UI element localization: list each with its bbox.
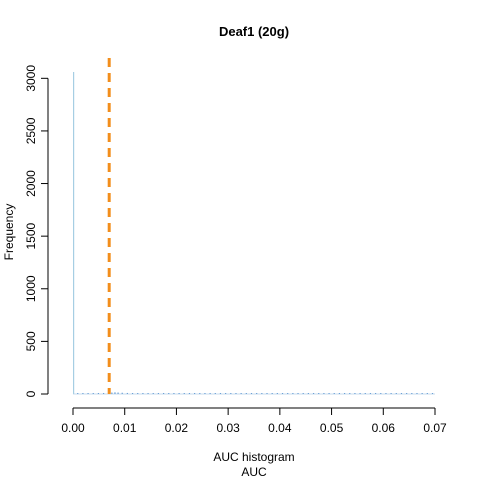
y-tick-label: 1500 <box>24 222 38 249</box>
histogram-bar <box>98 393 99 394</box>
histogram-bar <box>178 393 179 394</box>
histogram-bar <box>132 393 133 394</box>
histogram-bar <box>303 393 304 394</box>
x-tick-label: 0.02 <box>165 421 189 435</box>
histogram-bar <box>241 393 242 394</box>
histogram-bar <box>122 393 123 394</box>
x-axis: 0.00 0.01 0.02 0.03 0.04 0.05 0.06 0.07 <box>61 408 447 435</box>
histogram-bar <box>225 393 226 394</box>
histogram-bar <box>339 393 340 394</box>
histogram-bar <box>334 393 335 394</box>
histogram-bar <box>422 393 423 394</box>
histogram-bar <box>93 393 94 394</box>
histogram-bar <box>308 393 309 394</box>
histogram-bar <box>401 393 402 394</box>
histogram-bar <box>272 393 273 394</box>
x-tick-label: 0.03 <box>216 421 240 435</box>
histogram-bar <box>328 393 329 394</box>
histogram-bar <box>432 393 433 394</box>
histogram-bar <box>349 393 350 394</box>
histogram-bar <box>406 393 407 394</box>
x-tick-label: 0.06 <box>372 421 396 435</box>
histogram-bar <box>266 393 267 394</box>
histogram-bar <box>411 393 412 394</box>
histogram-bar <box>287 393 288 394</box>
histogram-bar <box>117 393 118 394</box>
histogram-bar <box>210 393 211 394</box>
histogram-bar <box>230 393 231 394</box>
histogram-bar <box>194 393 195 394</box>
x-tick-label: 0.00 <box>61 421 85 435</box>
histogram-bar <box>73 72 74 394</box>
histogram-bar <box>427 393 428 394</box>
histogram-bar <box>235 393 236 394</box>
histogram-bar <box>204 393 205 394</box>
histogram-bar <box>77 393 78 394</box>
histogram-bar <box>220 393 221 394</box>
histogram-bar <box>282 393 283 394</box>
histogram-bar <box>370 393 371 394</box>
histogram-bar <box>246 393 247 394</box>
histogram-bar <box>215 393 216 394</box>
y-tick-label: 500 <box>24 331 38 351</box>
histogram-bar <box>318 393 319 394</box>
histogram-bar <box>391 393 392 394</box>
histogram-bar <box>147 393 148 394</box>
histogram-bar <box>375 393 376 394</box>
y-tick-label: 1000 <box>24 275 38 302</box>
histogram-bar <box>277 393 278 394</box>
histogram-bar <box>137 393 138 394</box>
histogram-bar <box>365 393 366 394</box>
histogram-bar <box>323 393 324 394</box>
histogram-bar <box>396 393 397 394</box>
histogram-bar <box>184 393 185 394</box>
histogram-bar <box>173 393 174 394</box>
y-tick-label: 3000 <box>24 65 38 92</box>
x-tick-label: 0.07 <box>423 421 447 435</box>
x-tick-label: 0.01 <box>113 421 137 435</box>
histogram-bar <box>153 393 154 394</box>
y-axis: 0 500 1000 1500 2000 2500 3000 <box>24 65 48 398</box>
histogram-bar <box>380 393 381 394</box>
histogram-bar <box>127 393 128 394</box>
histogram-bar <box>168 393 169 394</box>
histogram-bar <box>103 393 104 394</box>
histogram-bar <box>199 393 200 394</box>
histogram-bar <box>354 393 355 394</box>
y-tick-label: 2000 <box>24 170 38 197</box>
histogram-bar <box>292 393 293 394</box>
histogram-bar <box>189 393 190 394</box>
histogram-bar <box>385 393 386 394</box>
histogram-bar <box>111 393 112 394</box>
histogram-bar <box>158 393 159 394</box>
histogram-bar <box>87 393 88 394</box>
histogram-bar <box>261 393 262 394</box>
histogram-bar <box>256 393 257 394</box>
x-axis-label: AUC histogram <box>213 450 294 464</box>
histogram-bar <box>114 392 115 394</box>
y-tick-label: 2500 <box>24 117 38 144</box>
histogram-bar <box>313 393 314 394</box>
histogram-bar <box>82 393 83 394</box>
x-tick-label: 0.04 <box>268 421 292 435</box>
histogram-bar <box>163 393 164 394</box>
histogram-bars <box>73 72 435 394</box>
chart-title: Deaf1 (20g) <box>219 24 289 39</box>
histogram-bar <box>142 393 143 394</box>
histogram-bar <box>344 393 345 394</box>
histogram-bar <box>416 393 417 394</box>
y-tick-label: 0 <box>24 390 38 397</box>
histogram-bar <box>297 393 298 394</box>
histogram-bar <box>251 393 252 394</box>
histogram-bar <box>359 393 360 394</box>
x-axis-sublabel: AUC <box>241 465 267 479</box>
y-axis-label: Frequency <box>2 204 16 261</box>
x-tick-label: 0.05 <box>320 421 344 435</box>
